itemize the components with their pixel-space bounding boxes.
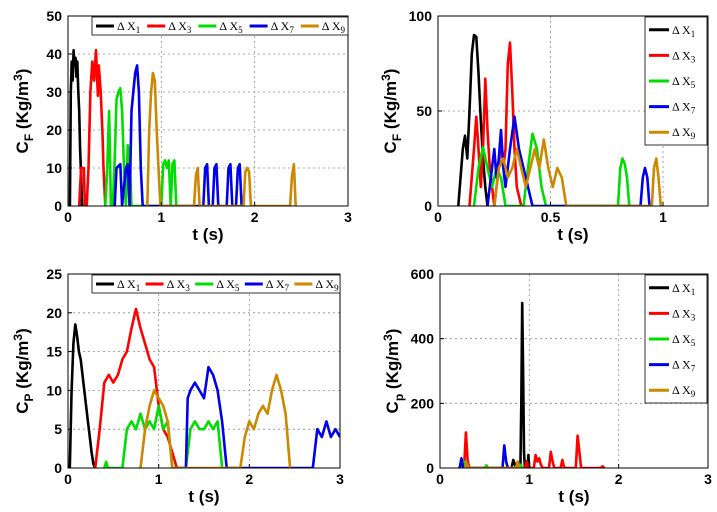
legend-box <box>91 274 341 294</box>
y-tick-label: 200 <box>411 395 435 411</box>
y-tick-label: 30 <box>46 84 62 100</box>
x-tick-label: 2 <box>251 209 259 225</box>
legend-label-9: Δ X9 <box>322 19 346 35</box>
y-tick-label: 0 <box>54 460 62 476</box>
legend-label-9: Δ X9 <box>315 277 339 293</box>
y-tick-label: 0 <box>426 460 434 476</box>
y-tick-label: 25 <box>46 266 62 282</box>
legend-label-3: Δ X3 <box>168 19 192 35</box>
series-line-1 <box>68 48 84 206</box>
series-line-9 <box>493 138 663 206</box>
y-tick-label: 20 <box>46 305 62 321</box>
x-tick-label: 0 <box>436 471 444 487</box>
legend-label-3: Δ X3 <box>672 306 696 322</box>
series-line-3 <box>77 48 107 206</box>
y-tick-label: 15 <box>46 344 62 360</box>
series-line-1 <box>68 323 97 468</box>
series-line-1 <box>510 301 531 468</box>
y-tick-label: 20 <box>46 122 62 138</box>
plot-frame <box>439 273 709 469</box>
series-line-3 <box>462 431 606 468</box>
legend-label-1: Δ X1 <box>117 19 140 35</box>
y-axis-label: CP (Kg/m3) <box>11 328 36 414</box>
series-line-9 <box>139 373 292 468</box>
series-line-7 <box>486 115 651 206</box>
x-tick-label: 3 <box>336 471 344 487</box>
series-line-9 <box>463 460 521 468</box>
legend-label-1: Δ X1 <box>672 23 695 39</box>
series-line-7 <box>113 64 243 206</box>
y-tick-label: 5 <box>54 421 62 437</box>
series-line-9 <box>146 71 297 206</box>
x-tick-label: 2 <box>245 471 253 487</box>
x-axis-label: t (s) <box>192 225 223 244</box>
legend: Δ X1 Δ X3 Δ X5 Δ X7 Δ X9 <box>644 16 708 146</box>
series-line-3 <box>93 307 179 468</box>
y-tick-label: 50 <box>416 103 432 119</box>
x-tick-label: 0 <box>434 209 442 225</box>
legend-label-5: Δ X5 <box>672 332 696 348</box>
legend-label-7: Δ X7 <box>672 100 696 116</box>
x-tick-label: 1 <box>525 471 533 487</box>
x-tick-label: 1 <box>155 471 163 487</box>
plot-frame <box>67 15 349 207</box>
y-axis-label: CF (Kg/m3) <box>379 69 404 154</box>
x-tick-label: 0 <box>64 209 72 225</box>
y-tick-label: 40 <box>46 46 62 62</box>
legend: Δ X1 Δ X3 Δ X5 Δ X7 Δ X9 <box>91 274 341 294</box>
y-tick-label: 0 <box>424 198 432 214</box>
x-tick-label: 1 <box>659 209 667 225</box>
series-line-5 <box>103 404 224 468</box>
legend-label-9: Δ X9 <box>672 383 696 399</box>
legend-label-9: Δ X9 <box>672 125 696 141</box>
x-tick-label: 0 <box>64 471 72 487</box>
x-tick-label: 1 <box>157 209 165 225</box>
y-tick-label: 10 <box>46 160 62 176</box>
x-tick-label: 3 <box>704 471 712 487</box>
y-tick-label: 10 <box>46 382 62 398</box>
legend-label-5: Δ X5 <box>219 19 243 35</box>
x-tick-label: 2 <box>615 471 623 487</box>
y-axis-label: CF (Kg/m3) <box>11 69 36 154</box>
legend-label-7: Δ X7 <box>266 277 290 293</box>
series-line-7 <box>458 444 510 468</box>
legend-label-3: Δ X3 <box>167 277 191 293</box>
legend: Δ X1 Δ X3 Δ X5 Δ X7 Δ X9 <box>644 274 708 404</box>
y-axis-label: Cp (Kg/m3) <box>381 329 406 414</box>
legend-label-7: Δ X7 <box>672 358 696 374</box>
legend-box <box>91 16 349 36</box>
x-axis-label: t (s) <box>188 487 219 506</box>
x-axis-label: t (s) <box>557 225 588 244</box>
legend-label-1: Δ X1 <box>672 281 695 297</box>
legend-label-5: Δ X5 <box>216 277 240 293</box>
series-line-7 <box>176 365 340 468</box>
series-line-5 <box>104 86 178 206</box>
series-line-5 <box>472 132 631 206</box>
plot-frame <box>67 273 341 469</box>
legend-label-5: Δ X5 <box>672 74 696 90</box>
y-tick-label: 600 <box>411 266 435 282</box>
y-tick-label: 50 <box>46 8 62 24</box>
legend: Δ X1 Δ X3 Δ X5 Δ X7 Δ X9 <box>91 16 349 36</box>
y-tick-label: 100 <box>409 8 433 24</box>
legend-label-7: Δ X7 <box>271 19 295 35</box>
x-axis-label: t (s) <box>558 487 589 506</box>
y-tick-label: 0 <box>54 198 62 214</box>
y-tick-label: 400 <box>411 331 435 347</box>
legend-label-1: Δ X1 <box>117 277 140 293</box>
x-tick-label: 0.5 <box>541 209 561 225</box>
legend-label-3: Δ X3 <box>672 48 696 64</box>
x-tick-label: 3 <box>344 209 352 225</box>
